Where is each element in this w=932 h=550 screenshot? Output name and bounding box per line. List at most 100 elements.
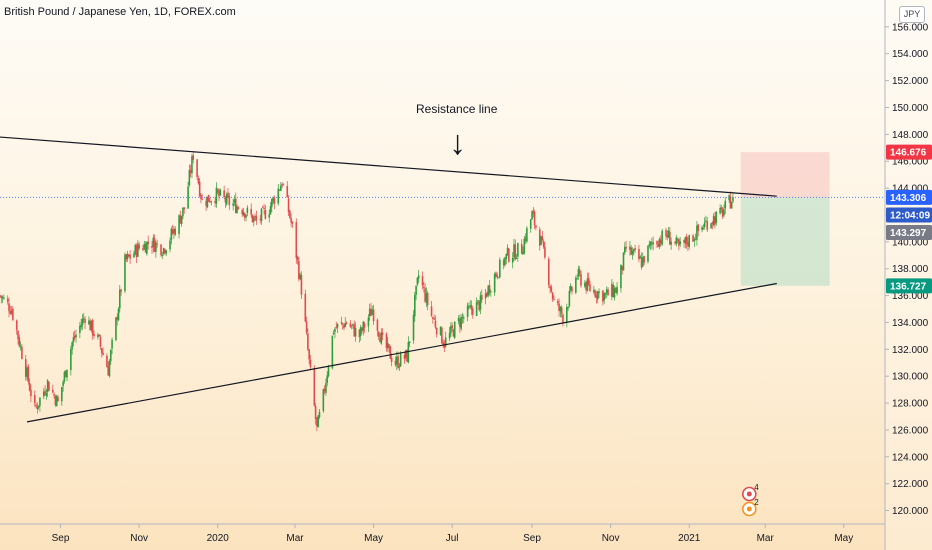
candle-body [345,322,348,324]
currency-badge[interactable]: JPY [899,6,925,23]
candle [692,234,694,243]
candle-body [475,301,478,316]
candle-body [495,272,497,277]
candle-body [442,342,444,345]
time-tick-label: May [364,533,383,544]
candle [250,203,253,218]
candle [710,222,712,229]
candle [236,204,238,214]
candle [183,207,186,214]
candle-body [318,411,321,418]
candle [334,327,336,339]
candle-body [349,323,352,327]
candle [721,207,724,220]
candle [719,204,721,216]
candle-body [723,209,725,216]
candle [19,341,22,351]
candle [540,235,542,245]
candle [48,381,50,391]
candle-body [556,300,559,304]
candle-body [183,207,186,210]
price-axis[interactable]: 120.000 122.000 124.000 126.000 128.000 130.0… [884,0,932,550]
trendlines[interactable] [0,136,777,423]
candle [584,280,586,289]
candle-body [363,323,366,328]
candle [313,365,316,407]
candle-body [12,308,14,320]
resistance-trendline[interactable] [0,136,777,197]
candle [562,313,564,327]
candle-body [26,367,28,378]
candle-body [308,349,310,360]
candle [359,324,362,341]
candle [657,240,660,248]
candle-body [587,277,590,285]
time-axis[interactable]: Sep Nov 2020 Mar May Jul Sep Nov 2021 Mar May [0,523,885,544]
candle-body [408,341,411,343]
candle [55,394,58,407]
candle [317,414,319,428]
candle [550,284,553,293]
candle-body [251,214,254,223]
candle [466,302,469,322]
candle-body [514,244,517,260]
candle [210,200,213,206]
candle-body [361,328,363,332]
candle-body [639,256,642,259]
candle [451,322,453,332]
candle [397,351,399,370]
candle [621,265,624,275]
candle [309,354,312,370]
candle-body [730,202,733,209]
price-axis-background [885,0,932,550]
event-badges[interactable]: 42 [741,483,760,517]
candle [10,306,13,316]
candle [352,323,354,329]
candle [18,334,21,348]
candle-body [613,288,616,298]
candle [15,319,18,335]
candle-body [269,206,272,215]
dividend-event-icon[interactable]: 2 [741,498,760,517]
candle-body [111,339,113,349]
candle [218,187,220,202]
candle [160,243,162,258]
candle-body [75,334,77,338]
candle [165,249,167,257]
candle-body [376,319,379,331]
candle-body [260,208,263,221]
candle-body [711,222,714,224]
candle [593,285,595,295]
price-tag-stop: 136.727 [886,278,932,294]
candle-body [3,297,5,299]
candle-body [426,292,429,306]
time-tick-label: Nov [130,533,148,544]
candle [424,283,426,304]
candle-body [432,317,434,319]
candle-body [124,254,126,292]
candle-body [90,320,93,331]
candle [97,332,99,340]
candle-body [334,328,336,333]
candle-body [161,255,164,256]
earnings-event-icon[interactable]: 4 [741,483,760,502]
candle-body [550,287,553,292]
support-trendline[interactable] [26,282,777,423]
candle-body [246,207,249,214]
candle-body [585,281,587,291]
candle-body [657,244,660,247]
candle [478,300,481,312]
candle-body [526,228,528,242]
candle [188,164,191,187]
candle-body [630,247,633,255]
candle [425,287,428,308]
candle [580,270,582,288]
candle [8,297,10,318]
candle-body [198,181,201,197]
candle [379,333,381,343]
candle-body [661,230,663,245]
candle [712,213,715,227]
candle [282,183,285,186]
price-tag-bg [886,278,932,294]
